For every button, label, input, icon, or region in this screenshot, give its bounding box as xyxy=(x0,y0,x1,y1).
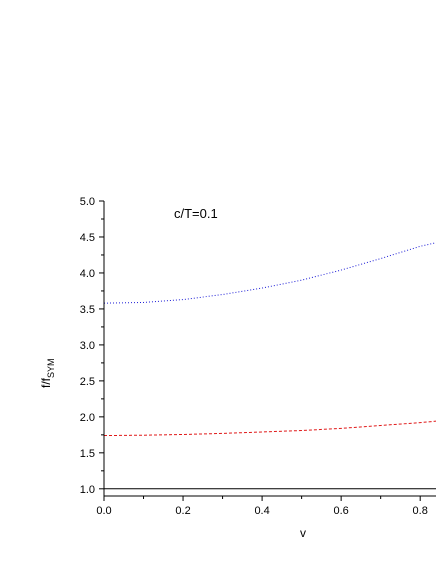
y-tick-label: 1.0 xyxy=(80,484,95,496)
x-axis-title: v xyxy=(300,526,306,540)
axes xyxy=(103,201,436,497)
x-tick-label: 0.2 xyxy=(175,505,190,517)
x-tick-label: 0.8 xyxy=(413,505,428,517)
chart-annotation: c/T=0.1 xyxy=(174,206,218,221)
ticks xyxy=(99,200,421,501)
x-tick-label: 0.4 xyxy=(254,505,269,517)
y-tick-label: 3.0 xyxy=(80,340,95,352)
series-line-2 xyxy=(103,420,436,437)
y-axis-title-subscript: SYM xyxy=(46,358,56,378)
y-tick-label: 3.5 xyxy=(80,304,95,316)
x-tick-label: 0.6 xyxy=(333,505,348,517)
x-tick-label: 0.0 xyxy=(96,505,111,517)
y-tick-label: 4.0 xyxy=(80,268,95,280)
y-tick-label: 4.5 xyxy=(80,232,95,244)
y-tick-label: 5.0 xyxy=(80,196,95,208)
y-tick-label: 2.5 xyxy=(80,376,95,388)
plot-lines xyxy=(103,242,436,490)
y-tick-label: 2.0 xyxy=(80,412,95,424)
svg-text:f/fSYM: f/fSYM xyxy=(39,358,56,388)
y-axis-title: f/fSYM xyxy=(39,358,56,388)
y-tick-label: 1.5 xyxy=(80,448,95,460)
y-axis-title-main: f/f xyxy=(39,377,53,388)
tick-labels: 1.0 1.5 2.0 2.5 3.0 3.5 4.0 4.5 5.0 0.0 0.2 0.4 0.6 0… xyxy=(80,196,428,517)
series-line-1 xyxy=(103,242,436,304)
